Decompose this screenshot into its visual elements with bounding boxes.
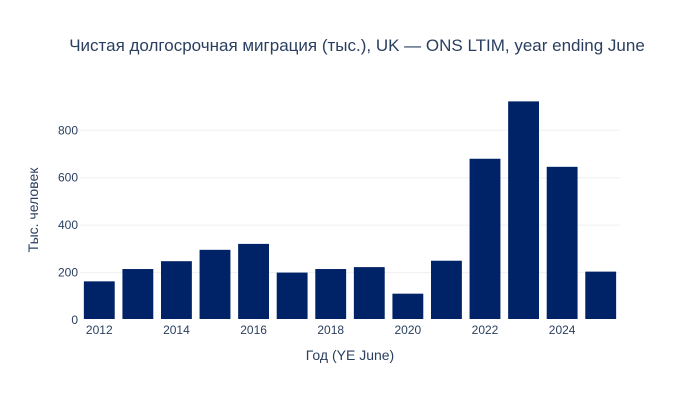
bar-2025 [585,271,617,320]
y-tick-label: 0 [71,313,78,327]
bar-2021 [431,260,462,320]
bar-2013 [122,269,154,320]
bar-2012 [83,281,115,320]
x-tick-label: 2020 [395,323,422,337]
x-tick-label: 2016 [240,323,267,337]
bar-2015 [199,249,231,320]
x-tick-label: 2012 [86,323,113,337]
bar-2016 [238,243,269,320]
x-tick-label: 2014 [163,323,190,337]
bar-2019 [353,267,385,320]
bar-2014 [161,261,192,320]
bar-2023 [508,101,539,321]
bar-2022 [469,158,501,320]
bar-2024 [546,166,578,320]
bar-2017 [276,272,308,320]
bar-2018 [315,269,347,320]
chart-title: Чистая долгосрочная миграция (тыс.), UK … [69,36,645,55]
x-axis-title: Год (YE June) [306,347,394,363]
bar-layer [80,101,620,321]
x-tick-label: 2022 [472,323,499,337]
x-tick-label: 2024 [549,323,576,337]
y-axis-title: Тыс. человек [25,167,41,253]
x-tick-label: 2018 [317,323,344,337]
y-tick-label: 200 [58,266,78,280]
y-tick-label: 600 [58,171,78,185]
bar-2020 [392,293,424,320]
x-axis-ticks: 2012 2014 2016 2018 2020 2022 2024 [86,323,576,337]
y-tick-label: 400 [58,218,78,232]
y-tick-label: 800 [58,123,78,137]
y-axis-ticks: 0 200 400 600 800 [58,123,78,327]
